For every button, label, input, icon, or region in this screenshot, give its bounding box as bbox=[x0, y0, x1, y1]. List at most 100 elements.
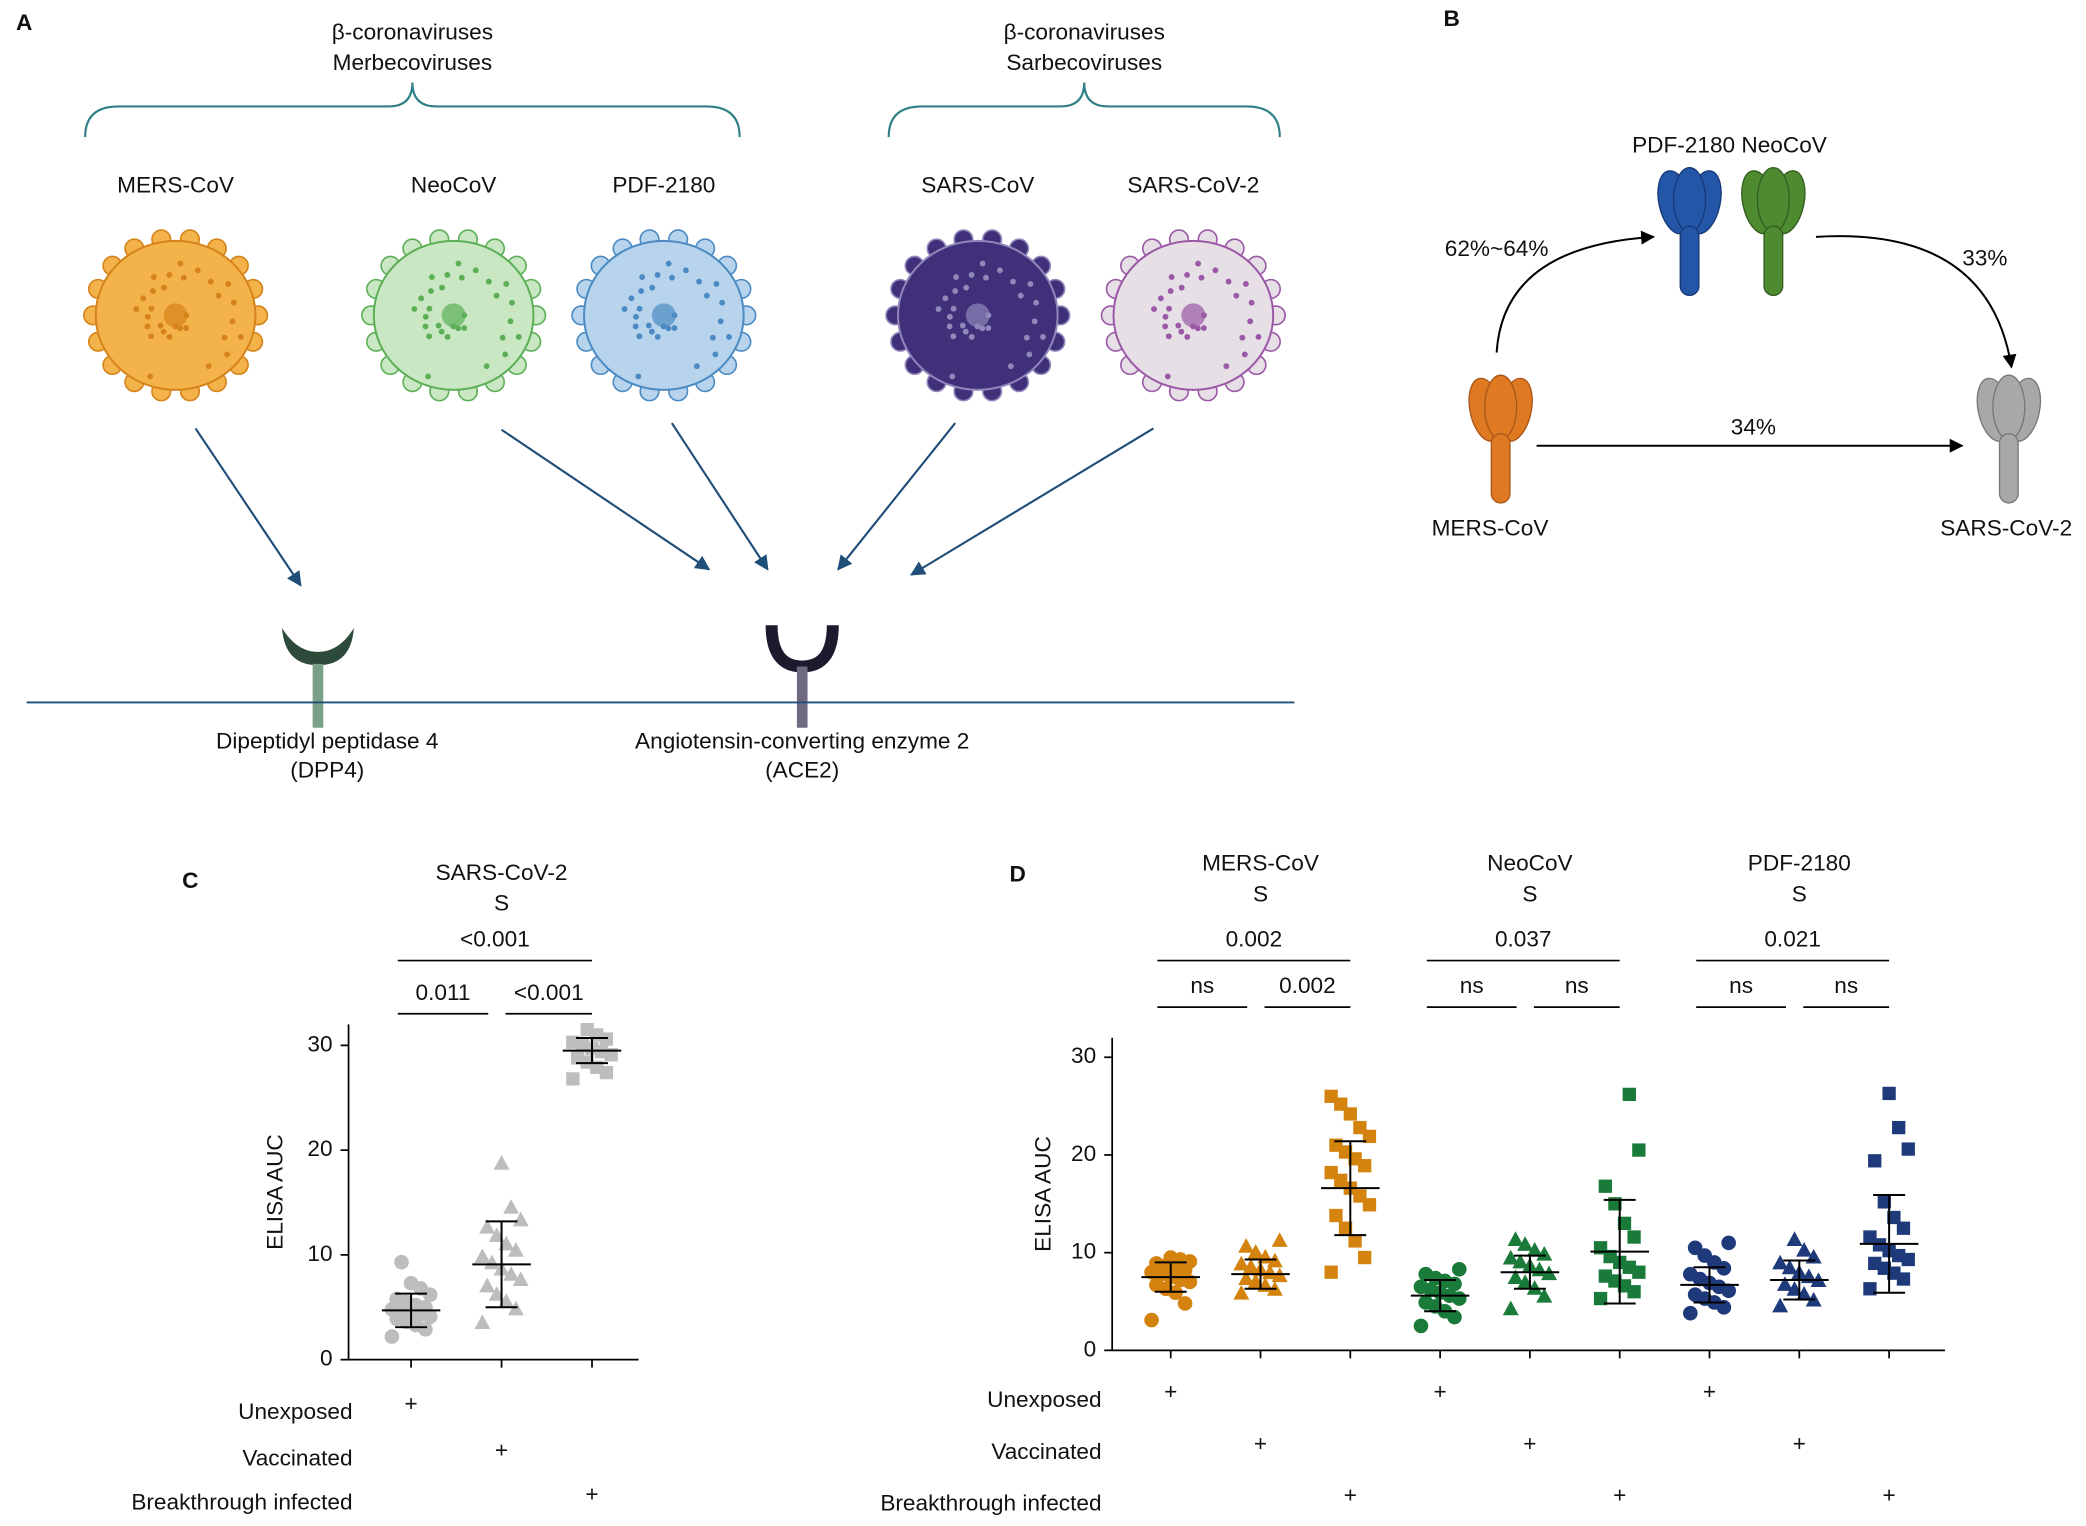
antibody-label: PDF-2180 NeoCoV bbox=[1632, 132, 1827, 157]
virus-dot bbox=[946, 323, 953, 330]
virus-dot bbox=[1167, 288, 1174, 294]
virus-dot bbox=[719, 299, 726, 306]
virus-dot bbox=[499, 334, 506, 341]
data-point bbox=[1144, 1312, 1159, 1328]
data-point bbox=[1868, 1154, 1882, 1168]
condition-mark: + bbox=[1344, 1483, 1357, 1508]
antibody bbox=[1763, 225, 1784, 297]
virus-dot bbox=[1007, 363, 1014, 370]
virus-name: PDF-2180 bbox=[612, 172, 715, 197]
arrow bbox=[1815, 235, 2017, 369]
virus-core bbox=[965, 303, 990, 328]
virus-dot bbox=[1166, 305, 1172, 312]
virus-dot bbox=[133, 306, 140, 312]
virus-dot bbox=[225, 280, 232, 287]
data-point bbox=[1324, 1165, 1338, 1180]
data-point bbox=[1324, 1089, 1338, 1103]
virus-dot bbox=[935, 306, 942, 312]
condition-label: Vaccinated bbox=[242, 1445, 352, 1470]
header: MERS-CoV bbox=[1202, 851, 1319, 876]
data-point bbox=[1786, 1231, 1803, 1246]
virus-dot bbox=[509, 299, 515, 306]
data-point bbox=[1247, 1244, 1264, 1259]
virus-dot bbox=[1017, 292, 1024, 299]
virus-dot bbox=[1198, 274, 1205, 281]
virus-dot bbox=[712, 351, 719, 358]
significance-label: 0.037 bbox=[1495, 927, 1552, 952]
data-point bbox=[493, 1155, 510, 1170]
data-point bbox=[1781, 1259, 1798, 1275]
virus-name: SARS-CoV-2 bbox=[1127, 172, 1259, 197]
condition-mark: + bbox=[1254, 1431, 1267, 1456]
data-point bbox=[1683, 1266, 1698, 1282]
virus-dot bbox=[1178, 284, 1185, 291]
significance-label: ns bbox=[1729, 973, 1753, 998]
virus-dot bbox=[1031, 318, 1038, 325]
ace2-receptor bbox=[765, 625, 839, 673]
virus-dot bbox=[1027, 280, 1034, 287]
virus-core bbox=[163, 303, 188, 328]
y-tick-label: 20 bbox=[307, 1136, 332, 1161]
virus-dot bbox=[693, 363, 700, 370]
antibody-label: SARS-CoV-2 bbox=[1940, 515, 2072, 540]
virus-dot bbox=[703, 292, 710, 299]
antibody-label: MERS-CoV bbox=[1432, 515, 1549, 540]
virus-dot bbox=[671, 325, 678, 331]
data-point bbox=[1324, 1265, 1338, 1279]
virus-dot bbox=[621, 306, 628, 312]
condition-mark: + bbox=[1434, 1379, 1447, 1404]
header: PDF-2180 bbox=[1748, 851, 1851, 876]
virus-dot bbox=[952, 288, 959, 294]
panel-label: C bbox=[182, 868, 198, 893]
y-axis-label: ELISA AUC bbox=[1030, 1136, 1055, 1252]
dpp4-stem bbox=[312, 663, 324, 728]
virus-dot bbox=[1178, 328, 1185, 335]
data-point bbox=[1271, 1232, 1288, 1247]
data-point bbox=[1617, 1216, 1632, 1230]
virus-dot bbox=[515, 334, 522, 340]
virus-dot bbox=[1242, 280, 1249, 287]
virus-dot bbox=[636, 305, 643, 312]
data-point bbox=[384, 1329, 400, 1344]
virus-dot bbox=[422, 323, 429, 330]
virus-dot bbox=[996, 267, 1003, 274]
header: S bbox=[1253, 881, 1268, 906]
data-point bbox=[1536, 1245, 1553, 1261]
virus-dot bbox=[1175, 322, 1182, 329]
data-point bbox=[1683, 1305, 1698, 1321]
arrow bbox=[194, 427, 302, 587]
data-point bbox=[1622, 1087, 1636, 1102]
antibody bbox=[1756, 167, 1790, 233]
virus-dot bbox=[1168, 274, 1175, 280]
virus-dot bbox=[1162, 323, 1169, 330]
virus-dot bbox=[968, 271, 975, 278]
data-point bbox=[1772, 1254, 1789, 1270]
virus-dot bbox=[438, 328, 445, 335]
virus-dot bbox=[140, 295, 147, 302]
data-point bbox=[1233, 1285, 1250, 1300]
virus-dot bbox=[1157, 295, 1164, 302]
data-point bbox=[1892, 1120, 1906, 1135]
arrow bbox=[837, 422, 957, 571]
arrow-label: 62%~64% bbox=[1445, 236, 1549, 261]
virus-dot bbox=[183, 325, 190, 331]
panel-label: D bbox=[1010, 861, 1026, 886]
data-point bbox=[1329, 1208, 1343, 1223]
virus-dot bbox=[150, 288, 156, 294]
data-point bbox=[394, 1254, 409, 1270]
virus-dot bbox=[683, 267, 689, 274]
virus-dot bbox=[636, 333, 643, 340]
virus-dot bbox=[1040, 334, 1046, 340]
data-point bbox=[1868, 1256, 1882, 1271]
condition-label: Breakthrough infected bbox=[880, 1491, 1101, 1516]
significance-label: <0.001 bbox=[514, 980, 584, 1005]
virus-dot bbox=[628, 295, 635, 302]
virus-dot bbox=[942, 295, 949, 302]
data-point bbox=[1502, 1300, 1519, 1316]
data-point bbox=[1598, 1269, 1612, 1283]
data-point bbox=[1353, 1120, 1367, 1135]
virus-dot bbox=[229, 318, 236, 325]
virus-dot bbox=[968, 333, 975, 340]
header: S bbox=[494, 891, 509, 916]
virus-dot bbox=[493, 292, 500, 299]
